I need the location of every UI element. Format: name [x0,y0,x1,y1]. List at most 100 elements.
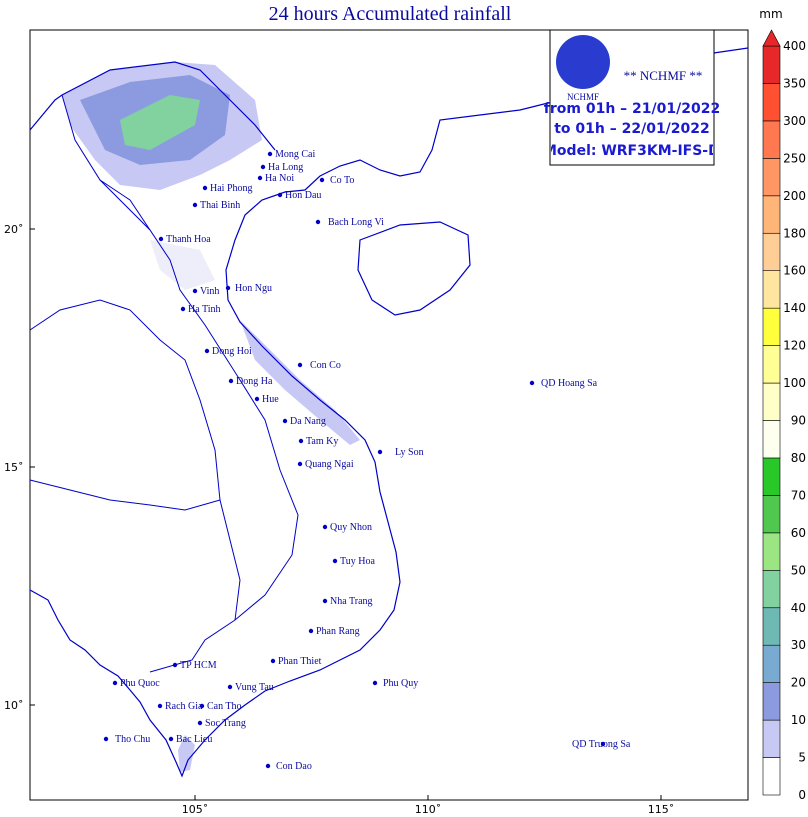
colorbar-label: 120 [783,339,806,353]
colorbar-cell [762,232,781,272]
colorbar-label: 140 [783,301,806,315]
colorbar-cell [762,307,781,346]
colorbar-cell [762,270,781,309]
place-dot [112,680,118,686]
place-dot [332,558,338,564]
colorbar-label: 40 [791,601,806,615]
place-dot [297,362,303,368]
colorbar-cell [762,420,781,459]
colorbar-cell [762,120,781,159]
place-dot [315,219,321,225]
place-label: Ha Long [268,162,303,173]
place-dot [172,662,178,668]
colorbar-label: 0 [798,788,806,802]
place-label: Da Nang [290,416,326,427]
place-label: Quy Nhon [330,522,372,533]
place-label: Bach Long Vi [328,217,384,228]
colorbar-label: 350 [783,76,806,90]
place-dot [319,177,325,183]
colorbar-label: 200 [783,189,806,203]
colorbar-label: 160 [783,264,806,278]
place-label: Phu Quoc [120,678,160,689]
colorbar-label: 180 [783,226,806,240]
colorbar-label: 70 [791,488,806,502]
place-label: Tam Ky [306,436,338,447]
colorbar-label: 90 [791,414,806,428]
place-label: Rach Gia [165,701,203,712]
place-dot [600,741,606,747]
place-label: Tho Chu [115,734,150,745]
colorbar-label: 5 [798,751,806,765]
model: Model: WRF3KM-IFS-DA [543,143,731,159]
place-label: Ly Son [395,447,424,458]
place-label: Hai Phong [210,183,253,194]
place-label: Bac Lieu [176,734,212,745]
colorbar-label: 10 [791,713,806,727]
place-label: TP HCM [180,660,217,671]
colorbar-label: 50 [791,563,806,577]
place-label: Co To [330,175,354,186]
place-dot [227,684,233,690]
colorbar-cell [762,569,781,609]
place-label: Quang Ngai [305,459,354,470]
place-label: Ha Tinh [188,304,221,315]
logo-text: NCHMF [567,92,599,102]
model-clip: Model: WRF3KM-IFS-DA [543,143,731,159]
colorbar-cell [762,644,781,683]
place-dot [529,380,535,386]
colorbar-cell [762,607,781,646]
place-dot [199,703,205,709]
colorbar-label: 80 [791,451,806,465]
colorbar-cell [762,382,781,421]
place-dot [228,378,234,384]
place-label: Dong Hoi [212,346,252,357]
place-dot [180,306,186,312]
place-dot [298,438,304,444]
period-from: from 01h – 21/01/2022 [544,101,720,117]
place-dot [204,348,210,354]
place-label: Nha Trang [330,596,373,607]
colorbar-cell [762,757,781,796]
place-dot [322,598,328,604]
place-label: Hon Ngu [235,283,272,294]
borders [29,94,299,673]
colorbar-cell [762,158,781,197]
place-label: Thai Binh [200,200,240,211]
place-label: Con Co [310,360,341,371]
place-label: Tuy Hoa [340,556,375,567]
logo [556,35,610,89]
place-label: QD Truong Sa [572,739,631,750]
colorbar-label: 250 [783,151,806,165]
place-dot [322,524,328,530]
place-dot [282,418,288,424]
colorbar-cell [762,495,781,534]
colorbar-label: 20 [791,676,806,690]
lat-label: 15˚ [4,461,24,474]
place-label: Soc Trang [205,718,246,729]
place-dot [197,720,203,726]
place-dot [168,736,174,742]
place-dot [254,396,260,402]
colorbar-cell [762,457,781,496]
place-dot [257,175,263,181]
place-label: Phan Rang [316,626,360,637]
place-dot [192,202,198,208]
colorbar-label: 300 [783,114,806,128]
place-label: Phu Quy [383,678,418,689]
place-label: Dong Ha [236,376,273,387]
place-label: QD Hoang Sa [541,378,598,389]
place-dot [297,461,303,467]
place-dot [225,285,231,291]
place-dot [103,736,109,742]
place-dot [377,449,383,455]
colorbar-unit: mm [759,7,782,21]
place-dot [270,658,276,664]
place-dot [372,680,378,686]
colorbar-label: 100 [783,376,806,390]
colorbar-cell [762,195,781,234]
place-dot [202,185,208,191]
place-label: Thanh Hoa [166,234,211,245]
place-dot [267,151,273,157]
